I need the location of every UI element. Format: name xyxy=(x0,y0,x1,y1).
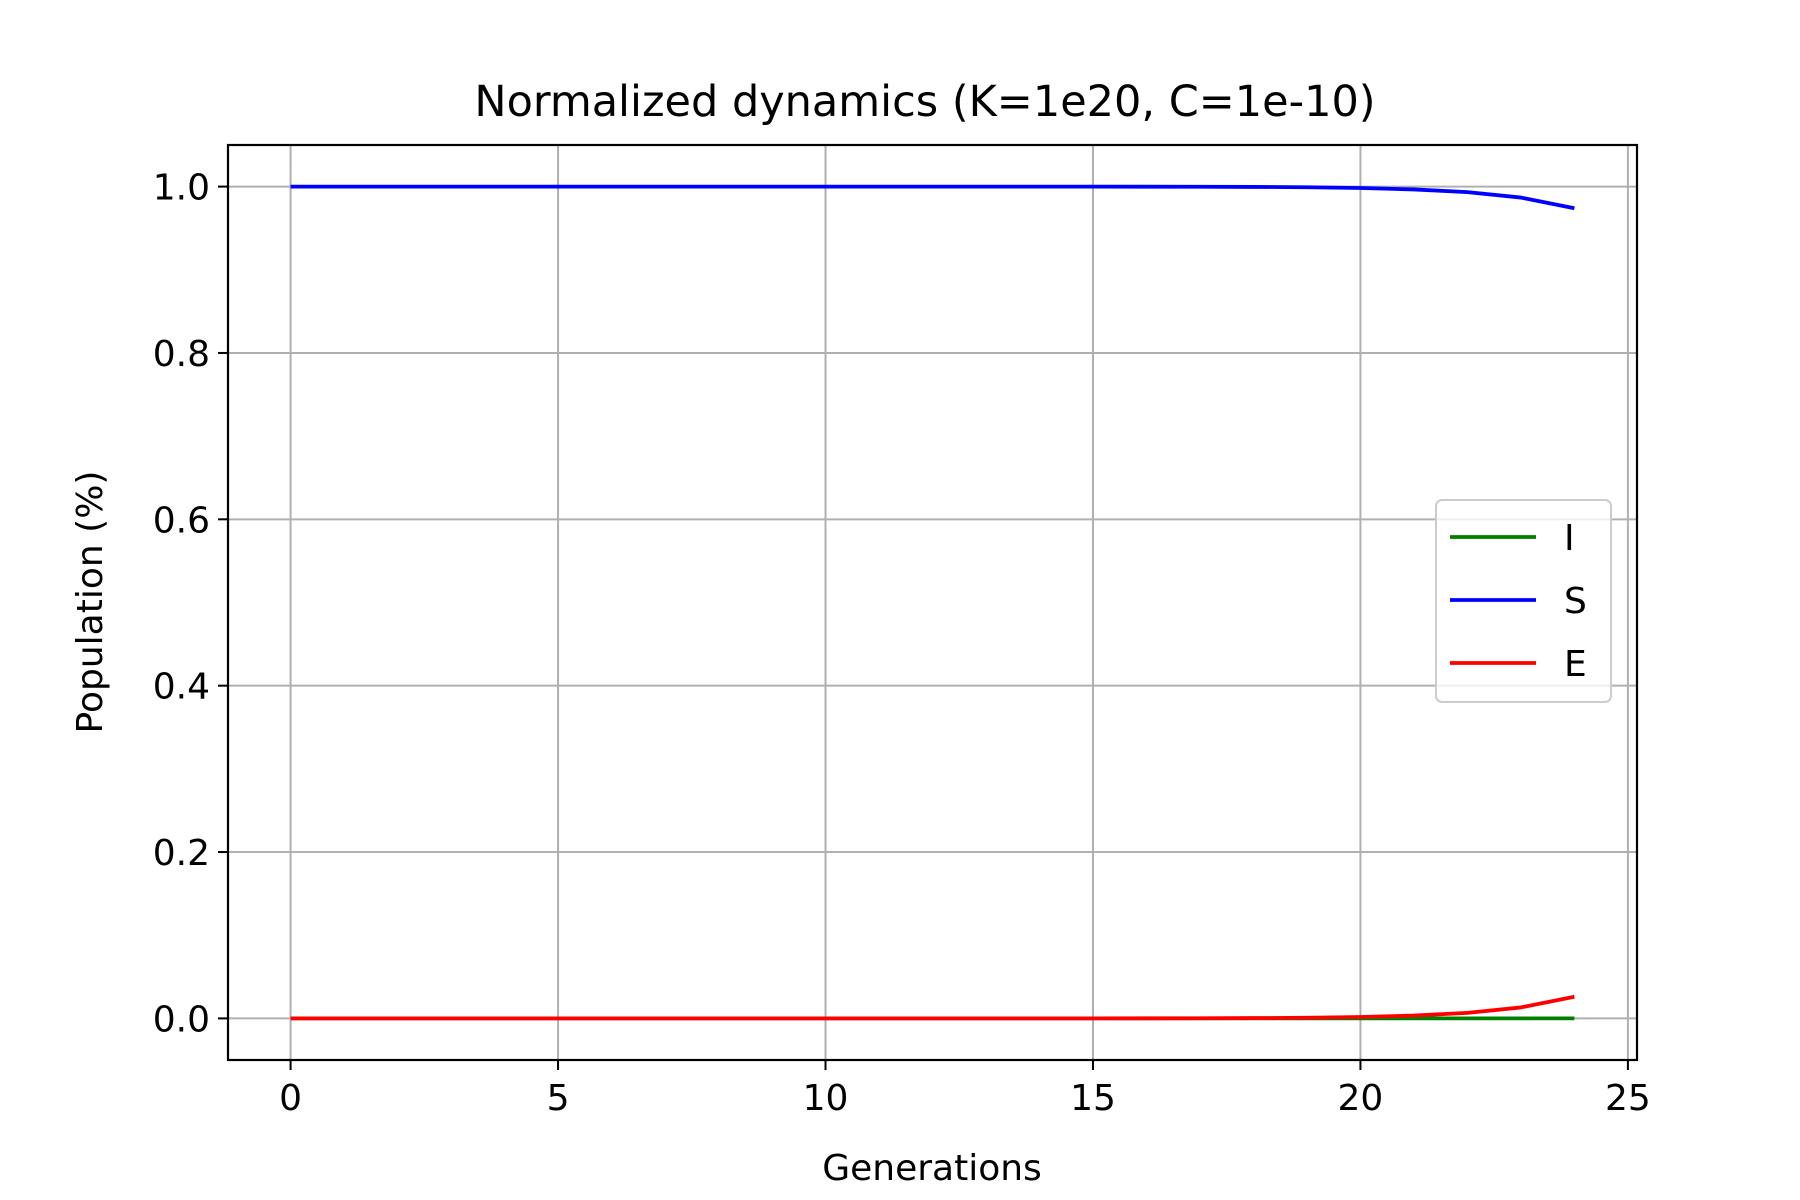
series-e-line xyxy=(290,994,1575,1021)
legend-label-i: I xyxy=(1564,518,1575,559)
y-tick-label: 0.4 xyxy=(153,667,210,708)
legend-label-s: S xyxy=(1564,581,1587,622)
y-tick-label: 1.0 xyxy=(153,168,210,209)
y-tick-label: 0.8 xyxy=(153,334,210,375)
grid xyxy=(228,145,1637,1060)
x-axis-label: Generations xyxy=(822,1148,1042,1189)
y-tick-label: 0.6 xyxy=(153,500,210,541)
x-axis: 0 5 10 15 20 25 xyxy=(279,1060,1651,1119)
x-tick-label: 25 xyxy=(1605,1078,1651,1119)
y-tick-label: 0.0 xyxy=(153,999,210,1040)
legend: ISE xyxy=(1435,499,1612,703)
x-tick-label: 15 xyxy=(1070,1078,1116,1119)
chart-title: Normalized dynamics (K=1e20, C=1e-10) xyxy=(474,77,1375,127)
y-axis: 0.0 0.2 0.4 0.6 0.8 1.0 xyxy=(153,168,228,1040)
x-tick-label: 0 xyxy=(279,1078,302,1119)
legend-label-e: E xyxy=(1564,644,1587,685)
x-tick-label: 10 xyxy=(803,1078,849,1119)
y-axis-label: Population (%) xyxy=(70,471,111,734)
y-tick-label: 0.2 xyxy=(153,833,210,874)
x-tick-label: 5 xyxy=(547,1078,570,1119)
series-s-line xyxy=(290,184,1575,211)
plot-area xyxy=(290,184,1575,1021)
x-tick-label: 20 xyxy=(1338,1078,1384,1119)
plot-frame xyxy=(226,143,1639,1062)
